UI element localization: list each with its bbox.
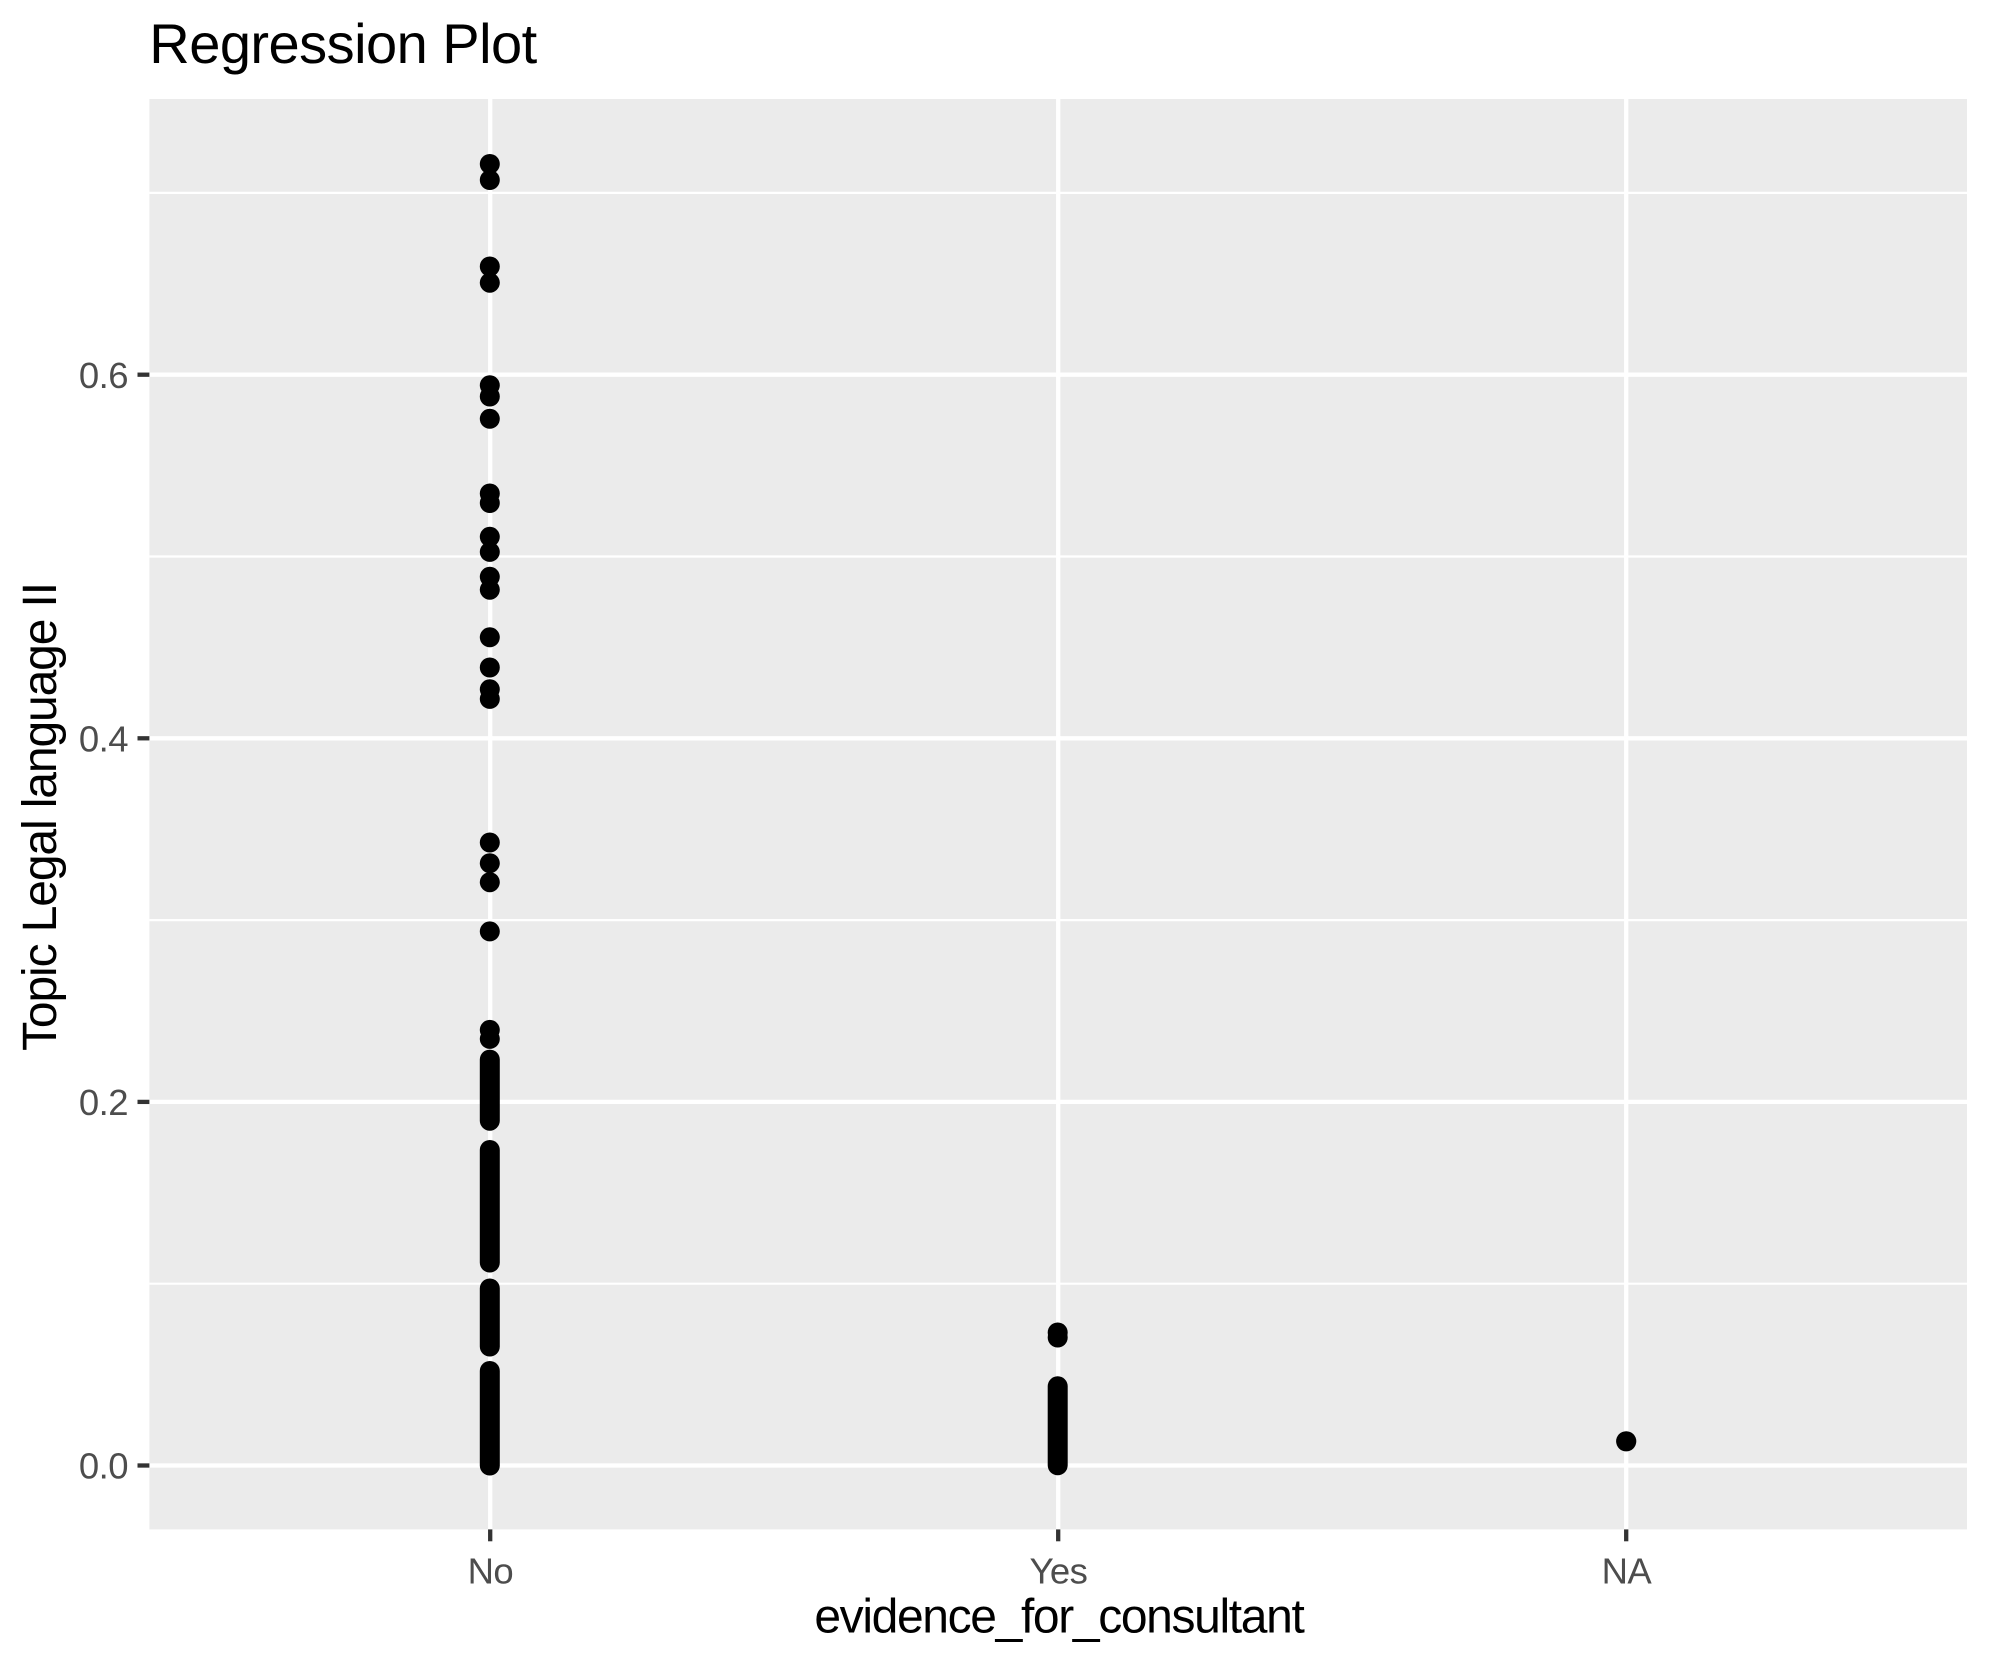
svg-text:NA: NA <box>1602 1550 1653 1591</box>
svg-text:0.6: 0.6 <box>79 355 128 396</box>
svg-text:Yes: Yes <box>1029 1550 1087 1591</box>
svg-text:Regression Plot: Regression Plot <box>149 12 537 75</box>
svg-text:0.2: 0.2 <box>79 1082 128 1123</box>
svg-text:evidence_for_consultant: evidence_for_consultant <box>814 1590 1304 1643</box>
svg-text:Topic Legal language II: Topic Legal language II <box>14 583 67 1051</box>
svg-text:No: No <box>468 1550 514 1591</box>
svg-text:0.0: 0.0 <box>79 1446 128 1487</box>
svg-text:0.4: 0.4 <box>79 719 128 760</box>
